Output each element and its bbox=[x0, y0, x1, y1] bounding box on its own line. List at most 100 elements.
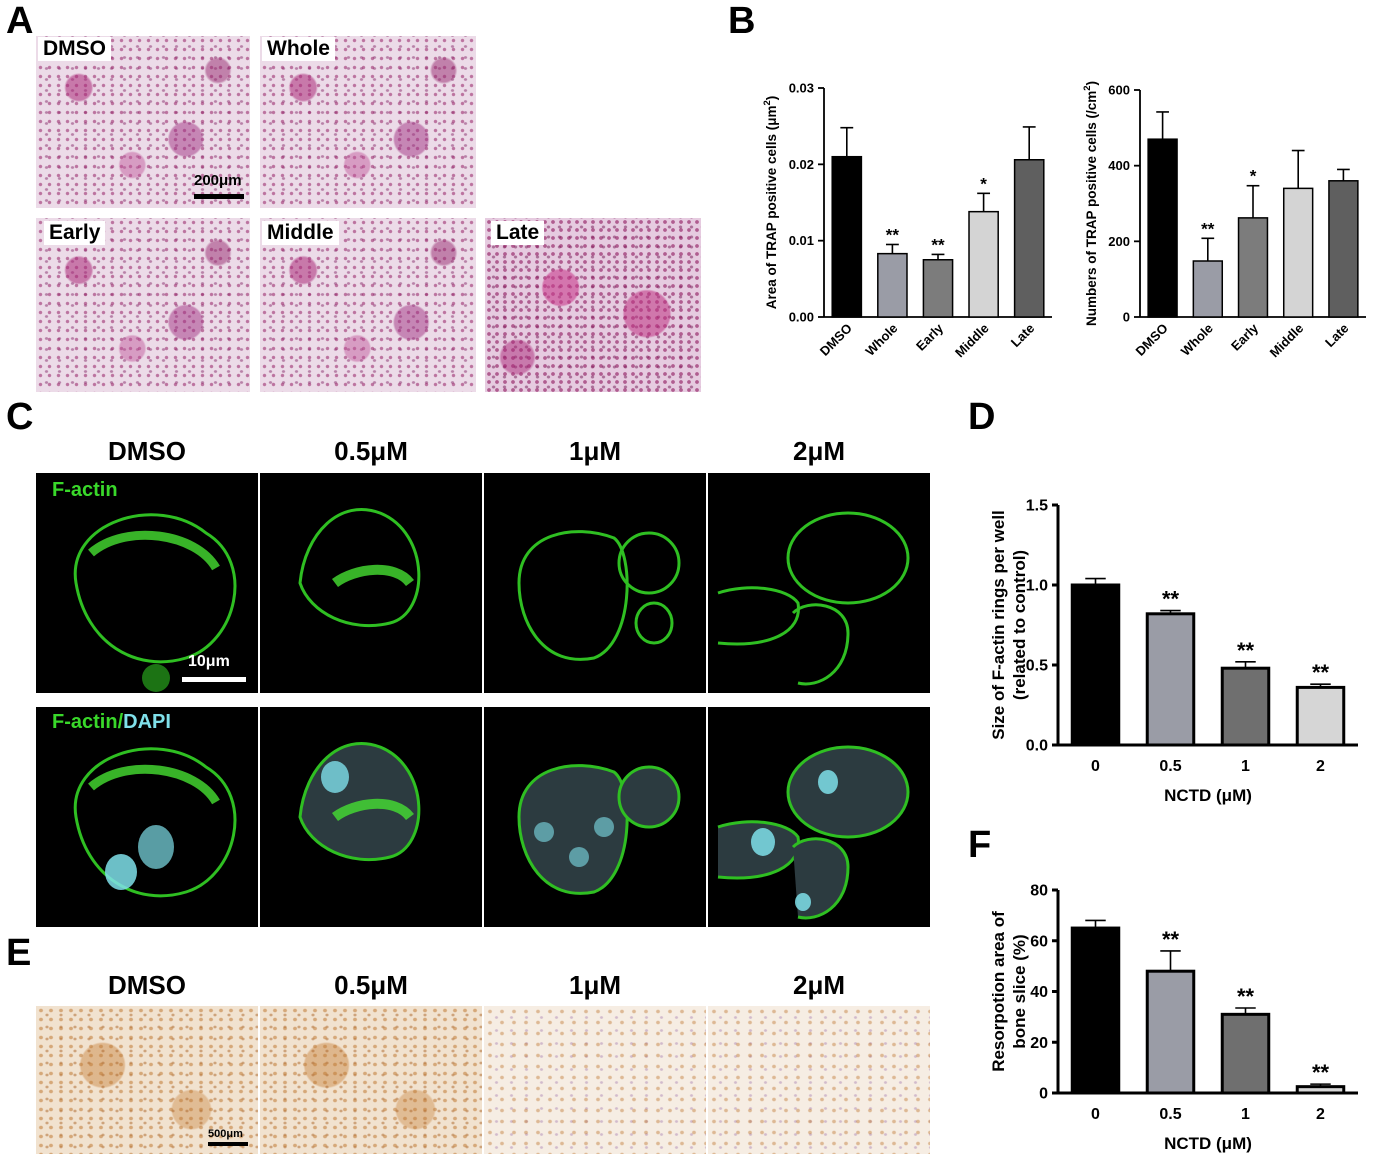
trap-image-middle: Middle bbox=[260, 218, 476, 392]
y-tick-label: 60 bbox=[1030, 933, 1048, 950]
chart-resorption-area: 0 20 40 60 80 0 ** 0.5 ** 1 ** 2 Resorpotion area of… bbox=[989, 883, 1358, 1153]
bar bbox=[1295, 1085, 1346, 1095]
y-axis-label: Numbers of TRAP positive cells (/cm2) bbox=[1082, 81, 1099, 326]
column-title: DMSO bbox=[108, 970, 186, 1000]
significance-marker: ** bbox=[1237, 984, 1255, 1009]
bar bbox=[1295, 685, 1346, 747]
scale-bar bbox=[194, 194, 244, 199]
significance-marker: * bbox=[1250, 167, 1257, 186]
bone-image-1um bbox=[484, 1006, 706, 1154]
bar bbox=[1328, 180, 1359, 318]
factin-image-1um bbox=[484, 473, 706, 693]
factin-image-2um bbox=[708, 473, 930, 693]
factin-label: F-actin bbox=[52, 479, 118, 501]
y-axis-label: Size of F-actin rings per well bbox=[989, 510, 1008, 740]
bar bbox=[1220, 666, 1271, 747]
image-label: DMSO bbox=[38, 37, 111, 61]
x-tick-label: 0.5 bbox=[1159, 1106, 1181, 1123]
column-title: 0.5μM bbox=[334, 436, 408, 466]
bar bbox=[1192, 260, 1224, 318]
x-tick-label: 0 bbox=[1091, 1106, 1100, 1123]
chart-factin-size: 0.0 0.5 1.0 1.5 0 ** 0.5 ** 1 ** 2 Size of F-actin … bbox=[989, 498, 1358, 805]
y-tick-label: 1.5 bbox=[1026, 498, 1048, 515]
y-tick-label: 400 bbox=[1108, 158, 1130, 173]
trap-image-late: Late bbox=[485, 218, 701, 392]
bar bbox=[1237, 217, 1269, 318]
y-axis-label: Area of TRAP positive cells (μm2) bbox=[762, 96, 779, 310]
significance-marker: ** bbox=[931, 235, 945, 254]
factin-label: F-actin bbox=[52, 711, 118, 733]
bar bbox=[1145, 612, 1196, 747]
y-axis-label-end: ) bbox=[1084, 81, 1099, 86]
bar bbox=[1147, 138, 1178, 318]
x-axis-label: NCTD (μM) bbox=[1164, 1134, 1252, 1153]
x-tick-label: Whole bbox=[1178, 321, 1216, 359]
x-tick-label: 0.5 bbox=[1159, 758, 1181, 775]
y-tick-label: 0.01 bbox=[789, 233, 814, 248]
x-tick-label: Late bbox=[1322, 321, 1352, 351]
bar bbox=[968, 210, 999, 318]
image-label: Whole bbox=[262, 37, 335, 61]
merge-image-0-5um bbox=[260, 707, 482, 927]
y-tick-label: 0.02 bbox=[789, 157, 814, 172]
bar bbox=[831, 155, 863, 318]
bar bbox=[1145, 969, 1196, 1095]
bar bbox=[877, 252, 908, 318]
y-axis-label: bone slice (%) bbox=[1010, 934, 1029, 1048]
chart-trap-number: 0 200 400 600 DMSO ** Whole * Early Middle Late Num… bbox=[1082, 81, 1366, 361]
column-title: 1μM bbox=[568, 970, 622, 1000]
trap-image-early: Early bbox=[36, 218, 250, 392]
image-label: Middle bbox=[262, 221, 339, 245]
scale-bar-label: 200μm bbox=[194, 172, 242, 189]
column-title: 1μM bbox=[568, 436, 622, 466]
y-axis-label-superscript: 2 bbox=[762, 100, 773, 105]
column-title: DMSO bbox=[108, 436, 186, 466]
bone-image-2um bbox=[708, 1006, 930, 1154]
column-title: 2μM bbox=[792, 970, 846, 1000]
bar bbox=[1070, 583, 1121, 747]
y-tick-label: 200 bbox=[1108, 234, 1130, 249]
x-tick-label: 2 bbox=[1316, 758, 1325, 775]
bar bbox=[1220, 1012, 1271, 1095]
panel-letter-c: C bbox=[6, 396, 34, 438]
bar bbox=[1070, 926, 1121, 1095]
y-tick-label: 600 bbox=[1108, 83, 1130, 98]
y-axis-label: Resorpotion area of bbox=[989, 911, 1008, 1072]
y-tick-label: 0.03 bbox=[789, 81, 814, 96]
significance-marker: ** bbox=[1162, 587, 1180, 612]
x-tick-label: Middle bbox=[1267, 321, 1307, 361]
panel-letter-a: A bbox=[6, 0, 34, 42]
label-separator: / bbox=[117, 711, 124, 733]
y-tick-label: 0.00 bbox=[789, 310, 814, 325]
bar bbox=[1282, 187, 1314, 318]
y-axis-label-end: ) bbox=[764, 96, 779, 101]
x-tick-label: Early bbox=[913, 320, 947, 354]
bone-image-0-5um bbox=[260, 1006, 482, 1154]
trap-image-dmso: DMSO 200μm bbox=[36, 36, 250, 208]
x-tick-label: Late bbox=[1008, 321, 1038, 351]
panel-letter-f: F bbox=[968, 824, 992, 866]
significance-marker: ** bbox=[1312, 1060, 1330, 1085]
x-tick-label: 1 bbox=[1241, 1106, 1250, 1123]
y-tick-label: 0 bbox=[1123, 310, 1130, 325]
scale-bar-label: 500μm bbox=[208, 1128, 243, 1140]
significance-marker: ** bbox=[1201, 219, 1215, 238]
column-title: 2μM bbox=[792, 436, 846, 466]
bar bbox=[922, 259, 954, 318]
x-tick-label: 2 bbox=[1316, 1106, 1325, 1123]
x-tick-label: DMSO bbox=[817, 321, 855, 359]
scale-bar-label: 10μm bbox=[188, 653, 230, 670]
significance-marker: ** bbox=[1162, 927, 1180, 952]
y-tick-label: 0.0 bbox=[1026, 738, 1048, 755]
column-title: 0.5μM bbox=[334, 970, 408, 1000]
x-tick-label: Early bbox=[1228, 320, 1262, 354]
significance-marker: ** bbox=[886, 225, 900, 244]
chart-trap-area: 0.00 0.01 0.02 0.03 DMSO ** Whole ** Early * Middl… bbox=[762, 81, 1052, 361]
significance-marker: ** bbox=[1312, 660, 1330, 685]
bone-image-dmso: 500μm bbox=[36, 1006, 258, 1154]
y-axis-label-superscript: 2 bbox=[1082, 85, 1093, 90]
panel-letter-e: E bbox=[6, 932, 32, 974]
x-tick-label: Middle bbox=[952, 321, 992, 361]
image-label: Late bbox=[491, 221, 545, 245]
factin-image-0-5um bbox=[260, 473, 482, 693]
